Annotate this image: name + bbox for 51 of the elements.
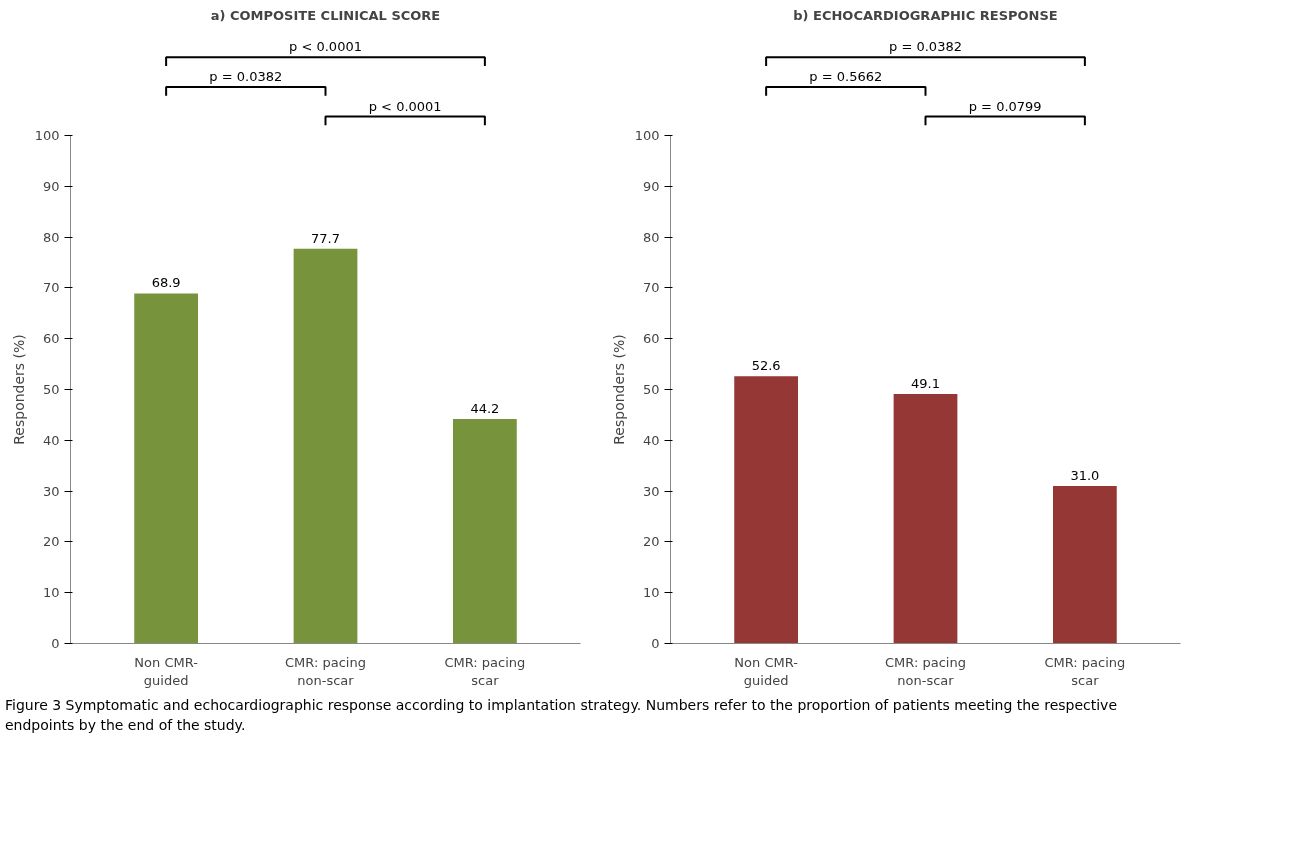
x-tick-label: CMR: pacing scar xyxy=(1044,654,1126,688)
x-tick-label: Non CMR-guided xyxy=(734,654,799,688)
text: p = 0.5662 xyxy=(809,68,883,84)
data-label: 77.7 xyxy=(311,230,340,246)
x-tick-label: CMR: pacing scar xyxy=(444,654,526,688)
bar xyxy=(893,394,958,644)
x-tick-label: Non CMR-guided xyxy=(134,654,199,688)
text: p = 0.0382 xyxy=(209,68,283,84)
y-tick-label: 70 xyxy=(642,280,660,296)
y-tick-label: 0 xyxy=(651,636,660,651)
y-tick-label: 70 xyxy=(42,280,60,296)
text: p < 0.0001 xyxy=(368,98,442,114)
bar xyxy=(734,376,798,644)
data-label: 31.0 xyxy=(1070,468,1100,484)
bar xyxy=(293,248,358,644)
y-axis-title: Responders (%) xyxy=(10,334,27,445)
y-tick-label: 40 xyxy=(642,432,660,448)
y-tick-label: 30 xyxy=(42,483,60,499)
text: p < 0.0001 xyxy=(289,39,362,55)
y-tick-label: 100 xyxy=(634,128,660,143)
y-tick-label: 90 xyxy=(42,178,60,194)
y-tick-label: 40 xyxy=(42,432,60,448)
bar xyxy=(453,418,517,644)
data-label: 49.1 xyxy=(911,376,940,392)
x-tick-label: CMR: pacing non-scar xyxy=(885,654,966,688)
data-label: 52.6 xyxy=(751,358,781,374)
text: p = 0.0382 xyxy=(889,39,962,55)
text: p = 0.0799 xyxy=(968,98,1042,114)
y-tick-label: 60 xyxy=(642,331,660,347)
y-tick-label: 50 xyxy=(642,382,660,397)
y-tick-label: 20 xyxy=(642,534,660,550)
bar xyxy=(1053,486,1117,644)
y-tick-label: 90 xyxy=(642,178,660,194)
chart-title: a) COMPOSITE CLINICAL SCORE xyxy=(210,7,441,23)
caption: Figure 3 Symptomatic and echocardiographic response according to implantation strategy. Numbers refer to the proportion of patients meeting the respective endpoints by the end of the study. xyxy=(5,696,1118,735)
y-tick-label: 20 xyxy=(42,534,60,550)
chart-title: b) ECHOCARDIOGRAPHIC RESPONSE xyxy=(793,7,1058,23)
y-tick-label: 30 xyxy=(642,483,660,499)
y-tick-label: 80 xyxy=(42,229,60,245)
y-tick-label: 10 xyxy=(642,585,660,601)
y-tick-label: 50 xyxy=(42,382,60,397)
y-tick-label: 60 xyxy=(42,331,60,347)
y-tick-label: 10 xyxy=(42,585,60,601)
y-tick-label: 80 xyxy=(642,229,660,245)
y-tick-label: 0 xyxy=(51,636,60,651)
data-label: 68.9 xyxy=(151,275,181,291)
y-tick-label: 100 xyxy=(34,128,60,143)
bar xyxy=(134,293,198,644)
y-axis-title: Responders (%) xyxy=(610,334,627,445)
x-tick-label: CMR: pacing non-scar xyxy=(285,654,366,688)
data-label: 44.2 xyxy=(470,400,500,416)
